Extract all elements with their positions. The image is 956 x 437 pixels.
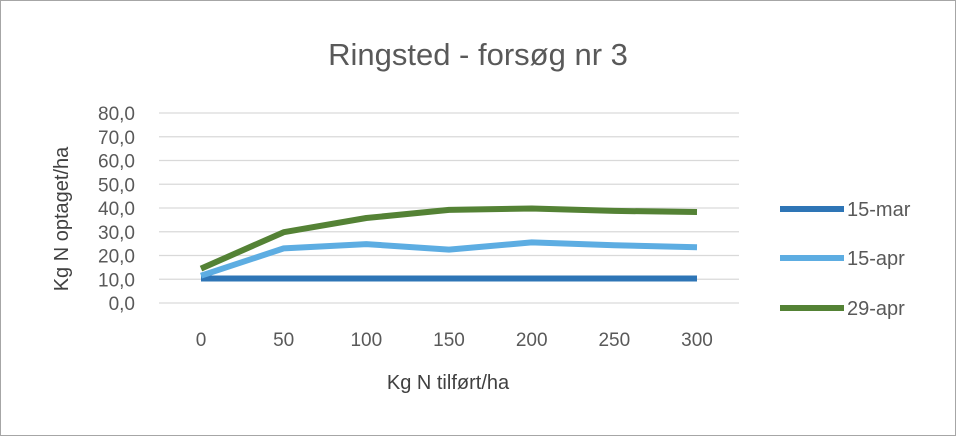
x-tick-label: 250 <box>598 330 630 351</box>
y-tick-label: 80,0 <box>98 104 135 125</box>
y-tick-label: 50,0 <box>98 175 135 196</box>
legend: 15-mar 15-apr 29-apr <box>780 199 911 320</box>
legend-label: 29-apr <box>847 298 905 320</box>
x-tick-label: 150 <box>433 330 465 351</box>
series-line-15-apr <box>200 239 698 279</box>
y-tick-label: 30,0 <box>98 223 135 244</box>
series-line-29-apr <box>199 205 698 272</box>
y-tick-label: 10,0 <box>98 270 135 291</box>
x-tick-labels: 0 50 100 150 200 250 300 <box>196 330 713 351</box>
series-lines <box>199 205 698 282</box>
chart-title: Ringsted - forsøg nr 3 <box>328 37 628 72</box>
x-tick-label: 0 <box>196 330 207 351</box>
x-tick-label: 50 <box>273 330 294 351</box>
x-tick-label: 300 <box>681 330 713 351</box>
y-tick-label: 70,0 <box>98 128 135 149</box>
legend-label: 15-apr <box>847 248 905 270</box>
y-tick-label: 0,0 <box>109 294 135 315</box>
y-tick-labels: 0,0 10,020,0 30,0 40,0 50,060,0 70,0 80,0 <box>98 104 135 315</box>
y-tick-label: 20,0 <box>98 247 135 268</box>
x-axis-title: Kg N tilført/ha <box>387 372 510 394</box>
y-tick-label: 40,0 <box>98 199 135 220</box>
y-tick-label: 60,0 <box>98 152 135 173</box>
x-tick-label: 200 <box>516 330 548 351</box>
legend-label: 15-mar <box>847 199 911 221</box>
y-axis-title: Kg N optaget/ha <box>51 146 73 291</box>
x-tick-label: 100 <box>350 330 382 351</box>
